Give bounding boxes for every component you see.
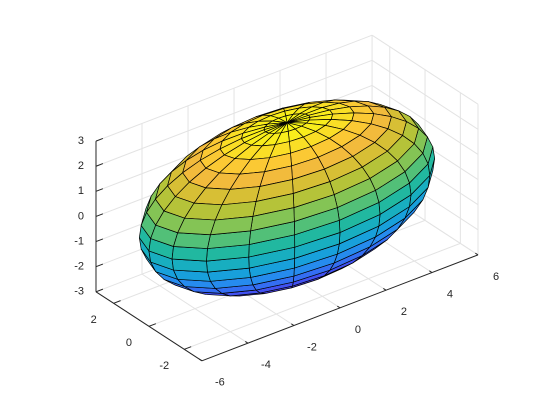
z-tick-label: -1	[74, 235, 84, 247]
z-tick	[95, 238, 104, 243]
x-tick	[337, 305, 341, 309]
x-tick	[245, 341, 249, 344]
x-tick-label: -2	[307, 341, 317, 353]
x-tick	[198, 358, 203, 362]
grid-line	[371, 84, 479, 155]
x-tick	[383, 288, 387, 291]
grid-line	[95, 59, 373, 167]
z-tick-label: 1	[78, 185, 84, 197]
z-tick-label: 2	[78, 160, 84, 172]
y-tick	[184, 346, 192, 350]
x-tick-label: -6	[215, 377, 225, 389]
grid-line	[371, 34, 479, 105]
z-tick-label: -3	[74, 286, 84, 298]
z-tick	[95, 263, 104, 268]
x-tick-label: 6	[493, 271, 499, 283]
z-tick-label: 3	[78, 135, 84, 147]
y-tick-label: -2	[159, 360, 169, 372]
x-tick-label: 4	[447, 288, 453, 300]
grid-line	[371, 59, 479, 130]
y-tick-label: 0	[126, 337, 132, 349]
surface-facet	[173, 232, 211, 249]
z-tick	[95, 188, 104, 192]
grid-line	[184, 242, 461, 350]
x-tick	[291, 323, 295, 326]
y-tick-label: 2	[91, 314, 97, 326]
x-tick-label: 2	[401, 306, 407, 318]
z-tick	[95, 137, 104, 142]
surface-facet	[177, 217, 216, 236]
x-tick	[475, 252, 479, 256]
x-tick	[429, 270, 433, 273]
z-tick-label: 0	[78, 210, 84, 222]
x-tick-label: -4	[261, 359, 271, 371]
grid-line	[95, 34, 373, 142]
x-tick-label: 0	[355, 324, 361, 336]
z-tick	[95, 288, 104, 293]
z-tick	[95, 163, 104, 167]
surface-facet	[171, 246, 208, 262]
z-tick-label: -2	[74, 261, 84, 273]
z-tick	[95, 213, 104, 217]
y-tick	[113, 300, 121, 304]
y-tick	[148, 323, 157, 327]
